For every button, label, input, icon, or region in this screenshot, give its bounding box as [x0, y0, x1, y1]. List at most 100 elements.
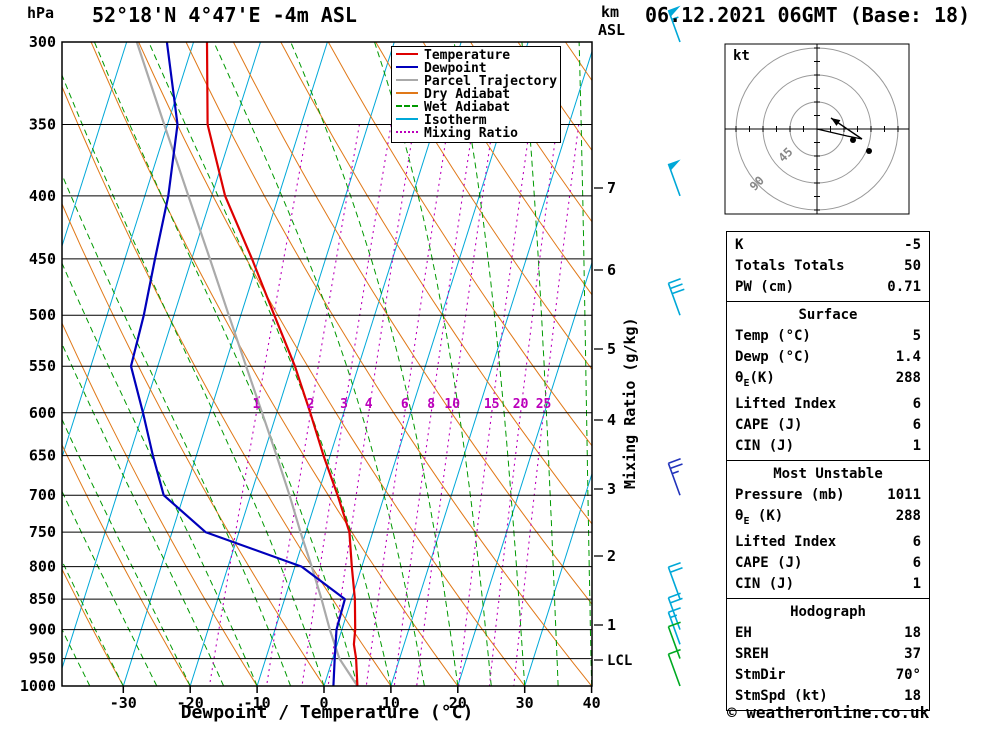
pressure-tick-label: 450 [29, 250, 56, 268]
stat-label: Pressure (mb) [735, 486, 845, 503]
dry-adiabat-line [470, 42, 592, 223]
pressure-tick-label: 400 [29, 187, 56, 205]
legend-label: Isotherm [424, 113, 487, 128]
temperature-axis-label: Dewpoint / Temperature (°C) [180, 702, 474, 723]
wind-barb [667, 648, 681, 687]
stat-row: Totals Totals 50 [735, 256, 921, 277]
background-gridlines [62, 42, 592, 686]
mixing-ratio-line [365, 124, 449, 686]
legend-label: Dewpoint [424, 61, 487, 76]
stat-row: CIN (J) 1 [735, 436, 921, 457]
stat-label: CIN (J) [735, 575, 795, 592]
km-tick-label: 5 [607, 340, 616, 358]
stat-row: Dewp (°C) 1.4 [735, 347, 921, 368]
stat-row: CIN (J) 1 [735, 574, 921, 595]
isotherm-line [390, 49, 592, 686]
km-tick-label: 7 [607, 179, 616, 197]
pressure-tick-label: 300 [29, 33, 56, 51]
stat-value: 288 [895, 370, 921, 386]
panel-section-surface: Surface Temp (°C) 5 Dewp (°C) 1.4 θE(K) 288 Lif… [726, 301, 930, 461]
stat-value: 18 [904, 687, 921, 704]
credit: © weatheronline.co.uk [727, 703, 930, 722]
mixing-ratio-value-label: 25 [536, 397, 552, 412]
stat-label: SREH [735, 645, 769, 662]
legend-item-temperature: Temperature [396, 49, 560, 62]
dry-adiabat-line [375, 42, 592, 371]
mixing-ratio-axis-label: Mixing Ratio (g/kg) [621, 317, 639, 489]
legend-line-sample [396, 66, 418, 68]
stat-value: 70° [895, 666, 921, 683]
barb-shaft [667, 607, 681, 645]
km-tick-label: 4 [607, 411, 616, 429]
legend-item-wet-adiabat: Wet Adiabat [396, 101, 560, 114]
legend-label: Wet Adiabat [424, 100, 511, 115]
stat-row: StmDir 70° [735, 665, 921, 686]
legend-item-mixing-ratio: Mixing Ratio [396, 127, 560, 140]
legend-label: Mixing Ratio [424, 126, 518, 141]
barb-shaft [667, 648, 681, 687]
stat-row: PW (cm) 0.71 [735, 277, 921, 298]
stat-value: 288 [895, 507, 921, 524]
mixing-ratio-line [513, 124, 580, 686]
dewpoint-curve [129, 42, 346, 686]
hodograph-unit-label: kt [733, 48, 750, 64]
barb-shaft [667, 592, 683, 630]
mixing-ratio-line [458, 124, 531, 686]
stat-label: PW (cm) [735, 279, 795, 295]
mixing-ratio-value-label: 2 [307, 397, 315, 412]
dry-adiabat-line [327, 42, 592, 447]
wind-barb [667, 592, 683, 630]
wind-barb [667, 5, 681, 43]
stat-value: -5 [904, 237, 921, 253]
wet-adiabat-line [62, 490, 158, 686]
wind-barb [667, 607, 681, 645]
km-tick-label: 6 [607, 261, 616, 279]
temp-tick-label: -10 [244, 694, 271, 712]
legend-line-sample [396, 79, 418, 81]
wind-barb [667, 621, 681, 659]
pressure-tick-label: 650 [29, 447, 56, 465]
stat-label: CIN (J) [735, 437, 795, 454]
barb-flag [668, 5, 681, 17]
stat-value: 1 [912, 575, 921, 592]
mixing-ratio-value-label: 3 [340, 397, 348, 412]
stat-value: 18 [904, 624, 921, 641]
temp-tick-label: 40 [583, 694, 601, 712]
stat-value: 6 [912, 416, 921, 433]
legend-line-sample [396, 53, 418, 55]
wind-barb [667, 458, 683, 496]
panel-section-hodograph: Hodograph EH 18 SREH 37 StmDir 70° StmSpd (kt) 1… [726, 597, 930, 711]
barb-shaft [667, 621, 681, 659]
stat-row: EH 18 [735, 623, 921, 644]
temp-tick-label: 20 [449, 694, 467, 712]
stat-label: θE(K) [735, 370, 775, 389]
mixing-ratio-value-label: 20 [513, 397, 529, 412]
pressure-tick-label: 800 [29, 558, 56, 576]
isotherm-line [323, 42, 529, 686]
km-tick-label: 3 [607, 480, 616, 498]
temp-tick-label: -30 [110, 694, 137, 712]
isotherm-line [62, 42, 195, 459]
isotherm-line [189, 42, 395, 686]
stat-value: 1.4 [895, 349, 921, 365]
km-tick-label: 2 [607, 547, 616, 565]
dry-adiabat-line [62, 568, 124, 686]
stat-value: 5 [912, 328, 921, 344]
wind-barb [667, 159, 681, 197]
stat-row: Lifted Index 6 [735, 532, 921, 553]
stat-label: θE (K) [735, 507, 784, 527]
legend-item-isotherm: Isotherm [396, 114, 560, 127]
pressure-tick-label: 950 [29, 650, 56, 668]
legend-line-sample [396, 92, 418, 94]
stat-label: Lifted Index [735, 533, 837, 550]
barb-shaft [667, 9, 681, 43]
pressure-axis-unit: hPa [27, 4, 55, 22]
pressure-tick-label: 500 [29, 306, 56, 324]
hodograph-trace [816, 128, 863, 140]
panel-section-title: Surface [798, 307, 858, 323]
stat-value: 6 [912, 533, 921, 550]
stat-label: StmSpd (kt) [735, 687, 828, 704]
altitude-unit-asl: ASL [598, 21, 626, 39]
legend-line-sample [396, 118, 418, 120]
isotherm-line [62, 42, 261, 670]
